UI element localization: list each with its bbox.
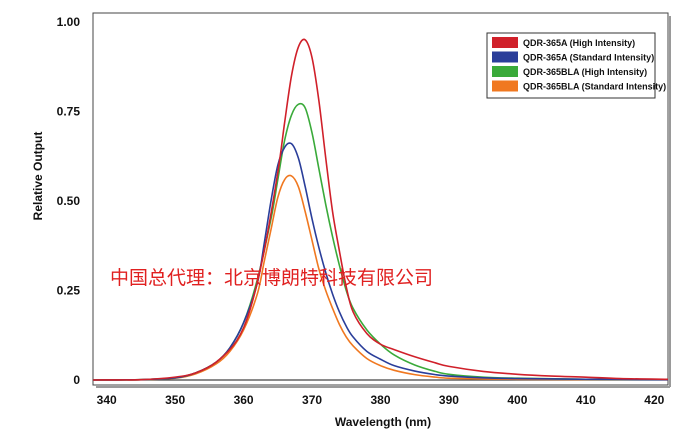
legend-label-1: QDR-365A (High Intensity) [523,38,635,48]
y-tick-label: 0.50 [57,194,81,208]
x-tick-label: 420 [644,393,664,407]
legend-label-4: QDR-365BLA (Standard Intensity) [523,82,666,92]
plot-border [92,12,669,386]
x-tick-label: 380 [370,393,390,407]
y-axis-ticks: 0 0.25 0.50 0.75 1.00 [57,15,81,387]
y-axis-title: Relative Output [31,132,45,221]
x-tick-label: 360 [234,393,254,407]
legend-swatch-4 [492,80,518,92]
legend-swatch-3 [492,66,518,77]
y-tick-label: 0.75 [57,105,81,119]
x-axis-title: Wavelength (nm) [335,415,431,429]
x-axis-ticks: 340 350 360 370 380 390 400 410 420 [97,393,665,407]
x-tick-label: 370 [302,393,322,407]
x-tick-label: 410 [576,393,596,407]
legend-swatch-2 [492,51,518,63]
series-line-4 [92,174,669,381]
legend-label-3: QDR-365BLA (High Intensity) [523,67,647,77]
x-tick-label: 340 [97,393,117,407]
x-tick-label: 400 [507,393,527,407]
y-tick-label: 0.25 [57,284,81,298]
series-line-2 [92,142,669,381]
series-line-1 [92,38,669,381]
y-tick-label: 1.00 [57,15,81,29]
x-tick-label: 350 [165,393,185,407]
x-tick-label: 390 [439,393,459,407]
legend-swatch-1 [492,37,518,48]
series-group [92,38,669,381]
watermark-text: 中国总代理：北京博朗特科技有限公司 [110,267,433,289]
legend-label-2: QDR-365A (Standard Intensity) [523,53,654,63]
y-tick-label: 0 [73,373,80,387]
legend: QDR-365A (High Intensity) QDR-365A (Stand… [486,32,666,99]
